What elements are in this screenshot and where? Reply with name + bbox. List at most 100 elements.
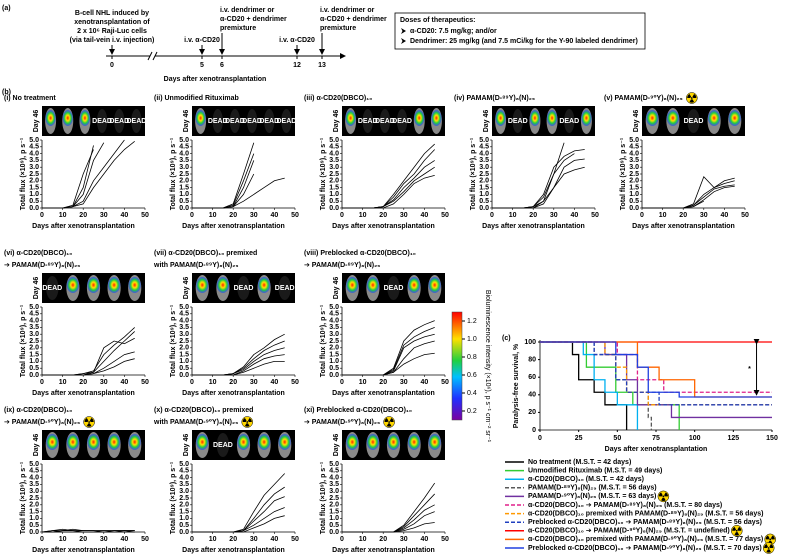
y-tick-label: 60 [528,374,536,381]
bioluminescence [45,110,56,126]
y-tick-label: 0 [532,427,536,434]
y-tick-label: 2.5 [179,338,189,345]
y-tick-label: 3.0 [629,164,639,171]
mouse [281,109,292,133]
y-tick-label: 3.0 [329,164,339,171]
y-tick-label: 0.5 [29,522,39,529]
mouse [212,109,223,133]
flux-line [492,142,565,209]
survival-curve [540,341,772,406]
y-tick-label: 2.0 [329,178,339,185]
panel-title: (vi) α-CD20(DBCO)₁₀ [4,250,72,257]
mouse [396,109,408,133]
x-tick-label: 20 [529,212,537,219]
x-tick-label: 30 [250,212,258,219]
legend-label: Unmodified Rituximab (M.S.T. = 49 days) [528,467,662,474]
x-tick-label: 20 [679,212,687,219]
significance-mark: * [748,366,751,373]
y-tick-label: 2.5 [179,495,189,502]
mouse [687,109,700,133]
image-label: Day 46 [183,434,190,457]
y-tick-label: 40 [528,392,536,399]
image-label: Day 46 [333,110,340,133]
x-tick-label: 50 [141,379,149,386]
y-axis-label: Total flux (×10⁹), p s⁻¹ [320,304,327,377]
flux-line [192,177,285,209]
x-tick-label: 30 [100,379,108,386]
x-tick-label: 40 [271,212,279,219]
y-tick-label: 4.0 [179,317,189,324]
dead-label: DEAD [384,285,404,292]
x-tick-label: 10 [359,212,367,219]
y-axis-label: Total flux (×10⁹), p s⁻¹ [20,137,27,210]
y-tick-label: 3.0 [329,488,339,495]
y-axis-label: Total flux (×10⁹), p s⁻¹ [20,461,27,534]
y-tick-label: 1.0 [479,191,489,198]
legend-label: Preblocked α-CD20(DBCO)₁₀ ➔ PAMAM(D-⁸⁹Y)… [528,519,762,526]
x-tick-label: 50 [291,379,299,386]
x-tick-label: 50 [441,536,449,543]
y-axis-label: Total flux (×10⁹), p s⁻¹ [620,137,627,210]
x-tick-label: 40 [421,536,429,543]
y-tick-label: 4.5 [29,311,39,318]
icon-blade [687,94,692,98]
y-tick-label: 5.0 [179,137,189,144]
y-tick-label: 3.5 [329,481,339,488]
dead-label: DEAD [358,118,378,125]
bioluminescence [107,434,121,450]
x-tick-label: 20 [229,379,237,386]
panel-title: (iv) PAMAM(D-⁸⁹Y)₈(N)₂₉ [454,95,535,102]
event-text: 2 x 10⁶ Raji-Luc cells [77,28,147,35]
x-tick-label: 0 [40,212,44,219]
icon-core [662,495,665,498]
image-label: Day 46 [333,434,340,457]
x-tick-label: 50 [291,536,299,543]
image-strip [42,106,145,136]
x-tick-label: 10 [209,536,217,543]
x-tick-label: 30 [100,536,108,543]
icon-blade [658,492,663,497]
x-axis-label: Days after xenotransplantation [632,223,735,230]
radioactive-icon [731,525,743,537]
x-tick-label: 150 [766,435,778,442]
y-tick-label: 3.0 [29,331,39,338]
mouse [216,433,230,457]
y-tick-label: 4.0 [329,317,339,324]
y-tick-label: 3.0 [29,164,39,171]
survival-curve [540,341,639,430]
y-tick-label: 5.0 [329,461,339,468]
x-tick-label: 20 [379,212,387,219]
panel-label: (c) [502,335,511,342]
x-tick-label: 20 [79,212,87,219]
x-tick-label: 100 [689,435,701,442]
legend-label: Preblocked α-CD20(DBCO)₁₀ ➔ PAMAM(D-⁹⁰Y)… [528,544,762,552]
legend-label: α-CD20(DBCO)₁₀ (M.S.T. = 42 days) [528,476,644,483]
image-label: Day 46 [33,277,40,300]
timeline-tick-label: 5 [200,62,204,69]
bioluminescence [87,434,100,450]
y-tick-label: 0.5 [479,198,489,205]
y-tick-label: 0.5 [629,198,639,205]
colorbar-label: Bioluminescence intensity (×10⁶), p s⁻¹ … [484,290,491,443]
icon-core [88,421,91,423]
y-tick-label: 4.5 [29,468,39,475]
timeline-xlabel: Days after xenotransplantation [164,76,267,83]
y-tick-label: 2.0 [179,178,189,185]
y-tick-label: 0.0 [29,529,39,536]
legend-label: α-CD20(DBCO)₁₀ premixed with PAMAM(D-⁹⁰Y… [528,535,763,543]
axis-break [147,51,153,61]
mouse [362,109,373,133]
icon-blade [692,94,697,98]
y-tick-label: 1.0 [179,358,189,365]
y-tick-label: 3.5 [179,157,189,164]
legend-label: α-CD20(DBCO)₁₀ premixed with PAMAM(D-⁸⁹Y… [528,510,763,517]
y-tick-label: 3.0 [329,331,339,338]
y-tick-label: 4.5 [29,144,39,151]
y-tick-label: 3.0 [479,164,489,171]
icon-blade [769,544,774,548]
x-tick-label: 40 [271,536,279,543]
x-tick-label: 10 [59,379,67,386]
legend-label: α-CD20(DBCO)₁₀ ➔ PAMAM(D-⁹⁰Y)₈(N)₂₉ (M.S… [528,527,730,535]
y-tick-label: 0.5 [329,365,339,372]
bioluminescence [107,277,121,293]
